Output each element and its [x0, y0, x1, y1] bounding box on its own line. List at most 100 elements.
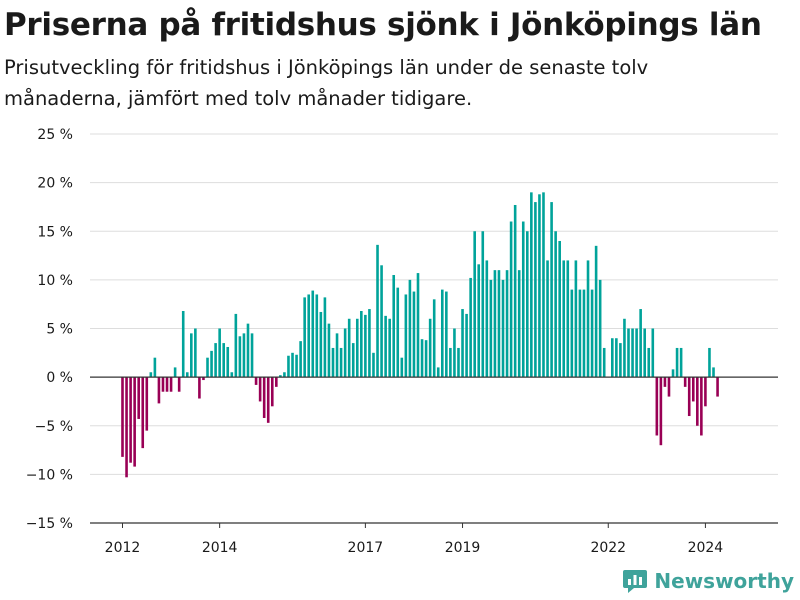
bar [380, 265, 383, 378]
bar [400, 357, 404, 378]
x-tick-label: 2019 [445, 540, 481, 556]
last-value-annotation: −2 % [730, 0, 768, 4]
bar [554, 231, 557, 378]
bar [440, 289, 444, 378]
bar [659, 377, 663, 446]
bar [663, 377, 667, 387]
bar [594, 245, 598, 378]
bar [671, 369, 675, 378]
bar [279, 375, 282, 378]
bar [485, 260, 489, 378]
bar [615, 338, 618, 378]
bar [266, 377, 270, 423]
bar [558, 240, 561, 378]
bar [275, 377, 278, 387]
y-tick-label: 0 % [46, 370, 73, 386]
y-tick-label: 25 % [37, 127, 73, 143]
y-tick-label: 15 % [37, 224, 73, 240]
bar [258, 377, 262, 402]
x-tick-label: 2014 [202, 540, 238, 556]
newsworthy-logo-icon [623, 570, 648, 593]
bar [254, 377, 258, 385]
bar [538, 194, 541, 378]
bar [137, 377, 140, 419]
bar [129, 377, 132, 463]
bar [526, 231, 529, 378]
bar [270, 377, 274, 407]
y-tick-label: −5 % [35, 419, 73, 435]
bar [517, 270, 521, 378]
bar [206, 357, 209, 378]
bar [190, 333, 193, 378]
chart-title: Priserna på fritidshus sjönk i Jönköping… [4, 7, 762, 43]
bar [716, 377, 719, 397]
bar [347, 318, 351, 378]
bar [655, 377, 659, 436]
bar [210, 350, 213, 378]
bar [602, 347, 606, 378]
bar [291, 352, 294, 378]
bar [194, 328, 197, 378]
bar [238, 336, 242, 378]
bar [489, 279, 493, 378]
bar [675, 347, 679, 378]
bar [222, 343, 225, 378]
bar [376, 244, 379, 378]
bar [542, 192, 545, 378]
bar [246, 323, 250, 378]
bar [319, 311, 323, 378]
bar [335, 333, 339, 378]
bar [619, 343, 622, 378]
bar [635, 328, 638, 378]
bar [582, 289, 586, 378]
bar [445, 291, 448, 378]
bar [509, 221, 513, 378]
bar [133, 377, 136, 467]
bar [453, 328, 456, 378]
bar [327, 323, 331, 378]
bar [315, 294, 319, 378]
bar [384, 315, 387, 378]
bar [226, 346, 230, 378]
bar [449, 347, 452, 378]
bar [708, 347, 711, 378]
bar [505, 270, 509, 378]
bar [392, 275, 396, 378]
bar [631, 328, 634, 378]
bar [550, 202, 553, 378]
bar [214, 343, 217, 378]
bar [651, 328, 655, 378]
bar [546, 260, 549, 378]
bar [262, 377, 266, 418]
x-tick-label: 2012 [105, 540, 141, 556]
bar [639, 309, 642, 378]
bar [177, 377, 181, 392]
bar [145, 377, 149, 431]
bar [513, 204, 517, 378]
bar [647, 347, 651, 378]
bar [161, 377, 165, 392]
bar [372, 352, 375, 378]
bar [198, 377, 201, 399]
y-tick-label: 10 % [37, 273, 73, 289]
bar [586, 260, 590, 378]
bar [250, 333, 254, 378]
bar [590, 289, 594, 378]
bar [408, 279, 412, 378]
bar [360, 311, 363, 378]
y-tick-label: −10 % [26, 467, 73, 483]
bar [230, 372, 234, 378]
bar [530, 192, 533, 378]
bar [611, 338, 614, 378]
bar [700, 377, 703, 436]
y-tick-label: −15 % [26, 516, 73, 532]
bar [125, 377, 128, 478]
bar [501, 279, 505, 378]
bar [355, 318, 359, 378]
bar [683, 377, 687, 387]
bar [404, 294, 408, 378]
bar [562, 260, 566, 378]
bar [627, 328, 630, 378]
x-tick-label: 2022 [590, 540, 626, 556]
bar [153, 357, 157, 378]
